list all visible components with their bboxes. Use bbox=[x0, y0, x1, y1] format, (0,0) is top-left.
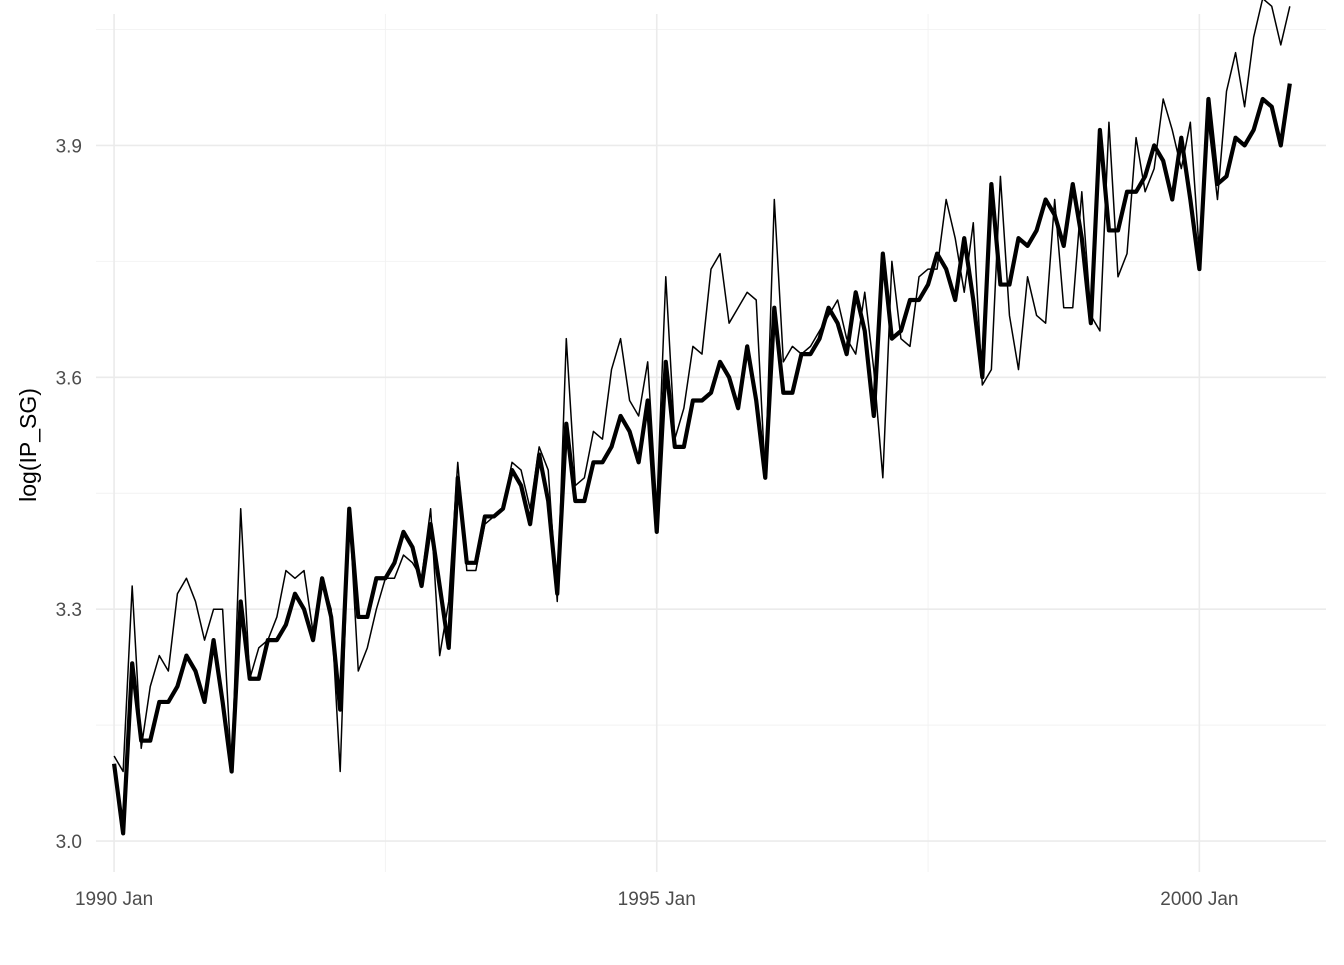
y-tick-label: 3.6 bbox=[56, 368, 82, 389]
y-axis-title: log(IP_SG) bbox=[15, 388, 41, 502]
y-axis-tick-labels: 3.0 3.3 3.6 3.9 bbox=[56, 136, 82, 853]
gridlines bbox=[96, 14, 1326, 872]
y-tick-label: 3.9 bbox=[56, 136, 82, 157]
series-lines bbox=[112, 0, 1292, 836]
x-axis-tick-labels: 1990 Jan 1995 Jan 2000 Jan bbox=[75, 889, 1238, 910]
x-tick-label: 1995 Jan bbox=[618, 889, 696, 910]
x-tick-label: 1990 Jan bbox=[75, 889, 153, 910]
series-line-thin bbox=[113, 0, 1291, 773]
series-line-thick bbox=[112, 83, 1292, 836]
y-tick-label: 3.3 bbox=[56, 600, 82, 621]
x-tick-label: 2000 Jan bbox=[1160, 889, 1238, 910]
y-tick-label: 3.0 bbox=[56, 832, 82, 853]
